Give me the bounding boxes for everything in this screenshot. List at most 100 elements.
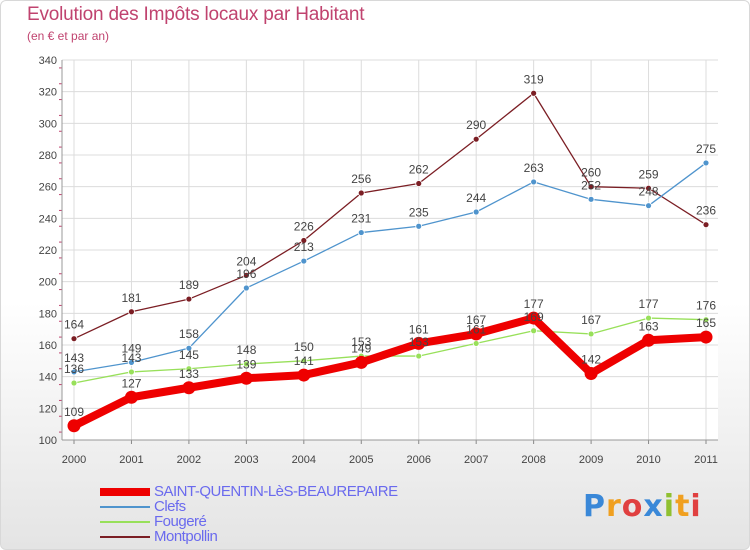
- y-tick-label: 300: [39, 118, 57, 130]
- logo-letter: o: [621, 489, 644, 524]
- chart-subtitle: (en € et par an): [27, 29, 110, 43]
- proxiti-logo: Proxiti: [583, 489, 702, 524]
- data-label: 259: [639, 167, 659, 181]
- data-point: [584, 367, 598, 380]
- data-point: [587, 183, 595, 191]
- data-point: [645, 184, 652, 192]
- y-tick-label: 140: [39, 372, 57, 384]
- series-lines: [67, 89, 713, 433]
- data-point: [472, 135, 480, 143]
- y-tick-label: 220: [39, 245, 57, 257]
- data-point: [469, 327, 483, 341]
- data-label: 236: [696, 204, 716, 218]
- legend-swatch: [100, 536, 150, 538]
- y-tick-label: 320: [39, 87, 57, 99]
- axes: 100 120 140 160 180 200 220 240 260 280 300 320 340 2…: [39, 55, 718, 466]
- x-tick-label: 2000: [62, 454, 86, 466]
- data-point: [185, 365, 193, 373]
- y-tick-label: 240: [39, 213, 57, 225]
- logo-letter: i: [690, 489, 702, 524]
- data-point: [472, 208, 480, 216]
- data-point: [300, 257, 308, 265]
- data-label: 177: [639, 297, 659, 311]
- data-point: [185, 344, 193, 352]
- data-label: 248: [639, 185, 659, 199]
- data-label: 163: [639, 319, 659, 333]
- legend-swatch: [100, 488, 150, 496]
- data-label: 153: [409, 335, 429, 349]
- data-point: [242, 360, 250, 368]
- data-point: [128, 368, 135, 376]
- x-tick-label: 2011: [694, 454, 718, 466]
- data-point: [587, 195, 595, 203]
- data-point: [415, 180, 423, 187]
- data-point: [70, 368, 78, 376]
- data-point: [300, 357, 308, 365]
- data-label: 235: [409, 205, 429, 219]
- legend-label: Montpollin: [154, 528, 218, 545]
- data-point: [530, 178, 538, 186]
- x-tick-label: 2009: [579, 454, 603, 466]
- data-label: 150: [294, 340, 314, 354]
- logo-letter: r: [606, 489, 622, 524]
- data-label: 256: [351, 172, 371, 186]
- y-tick-label: 200: [39, 277, 57, 289]
- data-point: [297, 368, 311, 382]
- data-label: 148: [236, 343, 256, 357]
- x-tick-label: 2007: [464, 454, 488, 466]
- data-label: 290: [466, 118, 486, 132]
- logo-letter: i: [663, 489, 676, 524]
- data-point: [472, 340, 480, 347]
- data-point: [128, 359, 135, 366]
- data-point: [530, 89, 538, 97]
- data-point: [67, 419, 81, 433]
- data-point: [242, 271, 250, 279]
- data-point: [185, 295, 193, 303]
- data-label: 213: [294, 240, 314, 254]
- x-tick-label: 2006: [406, 454, 430, 466]
- data-label: 142: [581, 353, 601, 367]
- data-label: 158: [179, 327, 199, 341]
- logo-letter: t: [675, 489, 691, 524]
- data-label: 149: [351, 341, 371, 355]
- data-label: 161: [409, 322, 429, 336]
- data-label: 139: [236, 357, 256, 371]
- data-label: 189: [179, 278, 199, 292]
- y-tick-label: 340: [39, 55, 57, 67]
- data-point: [415, 222, 423, 230]
- data-point: [357, 229, 365, 236]
- x-tick-label: 2005: [349, 454, 373, 466]
- x-tick-label: 2002: [177, 454, 201, 466]
- data-label: 169: [524, 310, 544, 324]
- grid: [62, 59, 718, 441]
- data-point: [354, 355, 368, 369]
- data-label: 161: [466, 322, 486, 336]
- data-point: [645, 202, 652, 210]
- data-label: 263: [524, 161, 544, 175]
- data-point: [182, 381, 196, 395]
- x-tick-label: 2010: [636, 454, 660, 466]
- data-point: [699, 330, 713, 344]
- data-label: 181: [121, 291, 141, 305]
- data-point: [70, 379, 78, 387]
- data-label: 133: [179, 367, 199, 381]
- legend-swatch: [100, 506, 150, 508]
- data-label: 109: [64, 405, 84, 419]
- data-label: 136: [64, 362, 84, 376]
- data-label: 143: [121, 351, 141, 365]
- data-point: [702, 159, 710, 167]
- data-point: [70, 335, 78, 343]
- data-point: [239, 371, 253, 385]
- data-label: 319: [524, 72, 544, 86]
- y-tick-label: 280: [39, 150, 57, 162]
- data-label: 231: [351, 212, 371, 226]
- y-tick-label: 100: [39, 435, 57, 447]
- logo-letter: x: [643, 489, 664, 524]
- data-point: [642, 333, 656, 347]
- legend-label: Clefs: [154, 498, 186, 515]
- data-label: 275: [696, 142, 716, 156]
- chart-title: Evolution des Impôts locaux par Habitant: [27, 4, 365, 25]
- legend-label: SAINT-QUENTIN-LèS-BEAUREPAIRE: [154, 483, 398, 500]
